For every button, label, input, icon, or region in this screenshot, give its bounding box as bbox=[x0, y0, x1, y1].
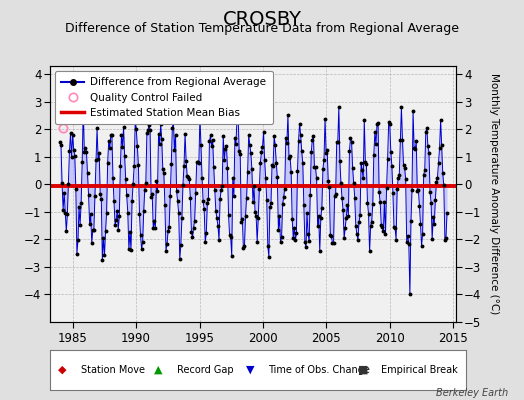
Text: ▼: ▼ bbox=[246, 365, 254, 375]
Text: Empirical Break: Empirical Break bbox=[381, 365, 457, 375]
Text: ■: ■ bbox=[358, 365, 368, 375]
Text: Record Gap: Record Gap bbox=[177, 365, 234, 375]
Legend: Difference from Regional Average, Quality Control Failed, Estimated Station Mean: Difference from Regional Average, Qualit… bbox=[55, 71, 272, 124]
Text: Time of Obs. Change: Time of Obs. Change bbox=[268, 365, 370, 375]
Text: Berkeley Earth: Berkeley Earth bbox=[436, 388, 508, 398]
Text: Difference of Station Temperature Data from Regional Average: Difference of Station Temperature Data f… bbox=[65, 22, 459, 35]
Text: Station Move: Station Move bbox=[81, 365, 145, 375]
Text: ◆: ◆ bbox=[58, 365, 67, 375]
Text: ▲: ▲ bbox=[154, 365, 162, 375]
Y-axis label: Monthly Temperature Anomaly Difference (°C): Monthly Temperature Anomaly Difference (… bbox=[488, 73, 498, 315]
Text: CROSBY: CROSBY bbox=[223, 10, 301, 29]
